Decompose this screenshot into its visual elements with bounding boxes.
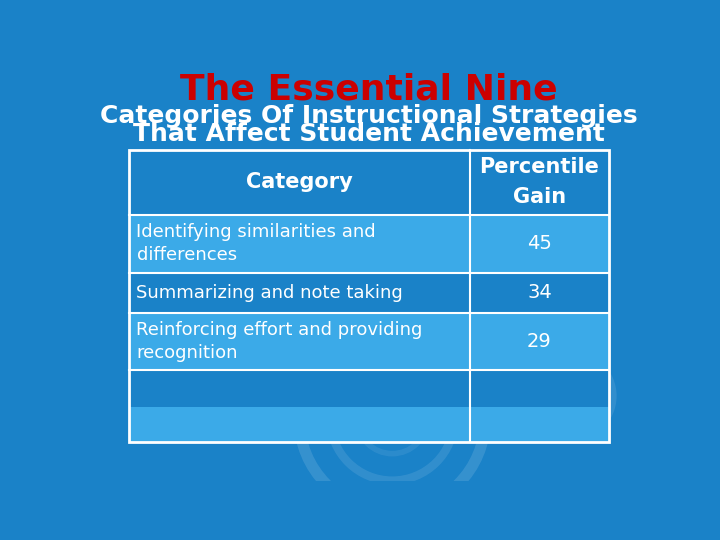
Text: Category: Category	[246, 172, 353, 192]
Text: Reinforcing effort and providing
recognition: Reinforcing effort and providing recogni…	[137, 321, 423, 362]
Bar	[129, 215, 609, 273]
Text: Categories Of Instructional Strategies: Categories Of Instructional Strategies	[100, 104, 638, 127]
Bar	[129, 150, 609, 215]
Bar	[129, 370, 609, 408]
Text: 29: 29	[527, 332, 552, 351]
Bar	[129, 313, 609, 370]
Text: 45: 45	[527, 234, 552, 253]
Text: That Affect Student Achievement: That Affect Student Achievement	[133, 122, 605, 146]
Text: Identifying similarities and
differences: Identifying similarities and differences	[137, 224, 376, 264]
Text: Summarizing and note taking: Summarizing and note taking	[137, 284, 403, 302]
Text: The Essential Nine: The Essential Nine	[180, 72, 558, 106]
Text: 34: 34	[527, 283, 552, 302]
Bar	[129, 273, 609, 313]
Text: Percentile
Gain: Percentile Gain	[480, 158, 600, 207]
Bar	[129, 150, 609, 442]
Bar	[129, 150, 609, 442]
